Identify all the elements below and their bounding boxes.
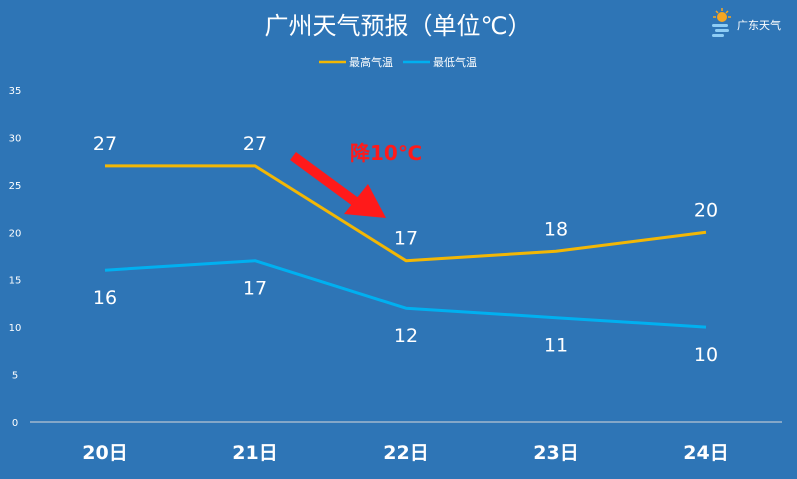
- drop-annotation: 降10℃: [290, 141, 422, 218]
- y-tick-label: 25: [9, 181, 22, 192]
- y-tick-label: 30: [9, 133, 22, 144]
- data-label: 10: [694, 344, 718, 366]
- annotation-text: 降10℃: [350, 141, 422, 165]
- series-lines: [104, 164, 707, 329]
- data-label: 18: [544, 218, 568, 240]
- x-axis-ticks: 20日 21日 22日 23日 24日: [82, 442, 728, 464]
- y-tick-label: 35: [9, 86, 22, 97]
- logo-text: 广东天气: [737, 18, 781, 32]
- x-tick-label: 24日: [683, 442, 728, 464]
- data-labels: 27 27 17 18 20 16 17 12 11 10: [93, 133, 718, 366]
- data-label: 20: [694, 199, 718, 221]
- data-label: 11: [544, 335, 568, 357]
- legend-label-low: 最低气温: [433, 55, 477, 69]
- data-label: 16: [93, 287, 117, 309]
- legend: 最高气温 最低气温: [319, 55, 477, 69]
- red-arrow-icon: [290, 151, 386, 218]
- x-tick-label: 21日: [232, 442, 277, 464]
- y-tick-label: 10: [9, 323, 22, 334]
- data-label: 12: [394, 325, 418, 347]
- data-label: 17: [394, 228, 418, 250]
- x-tick-label: 23日: [533, 442, 578, 464]
- y-tick-label: 5: [12, 371, 18, 382]
- y-tick-label: 15: [9, 276, 22, 287]
- x-tick-label: 20日: [82, 442, 127, 464]
- legend-label-high: 最高气温: [349, 55, 393, 69]
- data-label: 17: [243, 278, 267, 300]
- series-line-low: [104, 259, 707, 329]
- sun-cloud-icon: [712, 8, 731, 37]
- y-tick-label: 20: [9, 228, 22, 239]
- y-tick-label: 0: [12, 418, 18, 429]
- logo: 广东天气: [712, 8, 781, 37]
- data-label: 27: [93, 133, 117, 155]
- x-tick-label: 22日: [383, 442, 428, 464]
- y-axis-ticks: 0 5 10 15 20 25 30 35: [9, 86, 22, 429]
- data-label: 27: [243, 133, 267, 155]
- chart-title: 广州天气预报（单位℃）: [265, 12, 532, 40]
- series-line-high: [105, 164, 707, 263]
